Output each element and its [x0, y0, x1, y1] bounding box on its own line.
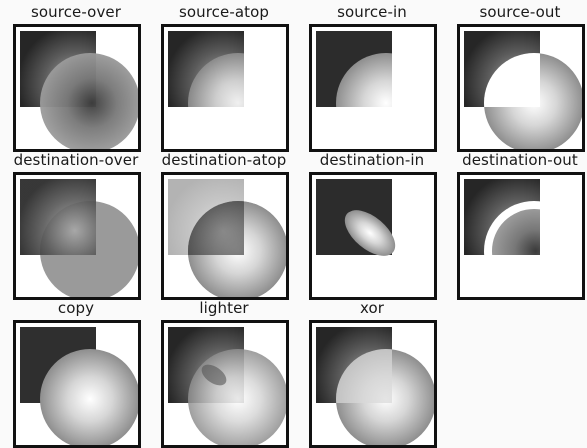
cell-label: copy: [57, 299, 95, 317]
cell-frame: [309, 24, 437, 152]
cell-label: destination-out: [462, 151, 578, 169]
cell-frame: [161, 24, 289, 152]
cell-frame: [309, 172, 437, 300]
cell-label: xor: [359, 299, 385, 317]
composite-illustration: [168, 327, 286, 445]
cell-frame: [13, 24, 141, 152]
cell-label: destination-atop: [161, 151, 287, 169]
composite-illustration: [20, 327, 138, 445]
composite-illustration: [464, 31, 582, 149]
cell-label: source-atop: [178, 3, 270, 21]
cell-label: source-out: [479, 3, 561, 21]
cell-frame: [161, 172, 289, 300]
composite-illustration: [20, 179, 138, 297]
composite-illustration: [168, 31, 244, 107]
composite-illustration: [316, 179, 396, 256]
cell-label: source-over: [30, 3, 122, 21]
cell-frame: [161, 320, 289, 448]
cell-frame: [309, 320, 437, 448]
composite-illustration: [20, 31, 138, 149]
cell-frame: [457, 172, 585, 300]
composite-illustration: [316, 31, 392, 107]
cell-label: source-in: [337, 3, 407, 21]
cell-frame: [13, 320, 141, 448]
cell-label: destination-over: [13, 151, 139, 169]
cell-frame: [13, 172, 141, 300]
cell-label: destination-in: [319, 151, 425, 169]
composite-illustration: [464, 179, 582, 297]
cell-frame: [457, 24, 585, 152]
composite-illustration: [168, 179, 286, 297]
cell-label: lighter: [199, 299, 249, 317]
composite-illustration: [316, 327, 434, 445]
